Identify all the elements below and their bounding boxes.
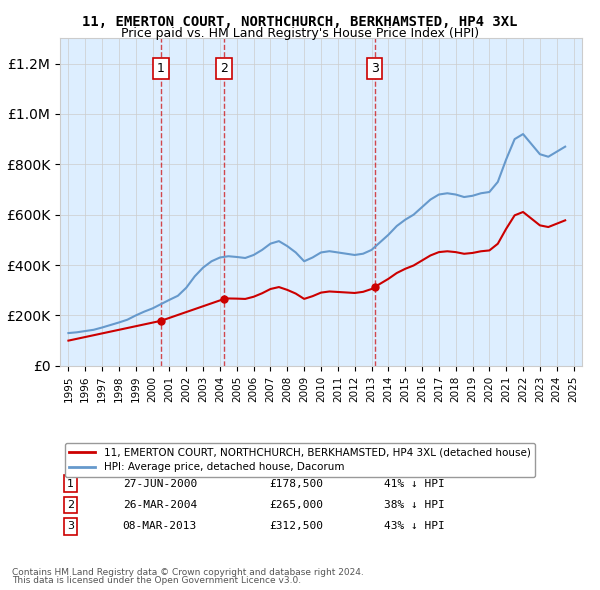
Text: 38% ↓ HPI: 38% ↓ HPI	[383, 500, 445, 510]
Text: 08-MAR-2013: 08-MAR-2013	[122, 521, 197, 531]
Text: 3: 3	[67, 521, 74, 531]
Text: 1: 1	[67, 478, 74, 489]
Text: 11, EMERTON COURT, NORTHCHURCH, BERKHAMSTED, HP4 3XL: 11, EMERTON COURT, NORTHCHURCH, BERKHAMS…	[82, 15, 518, 29]
Text: 1: 1	[157, 62, 165, 75]
Text: 3: 3	[371, 62, 379, 75]
Text: 27-JUN-2000: 27-JUN-2000	[122, 478, 197, 489]
Text: 2: 2	[67, 500, 74, 510]
Text: 41% ↓ HPI: 41% ↓ HPI	[383, 478, 445, 489]
Text: £265,000: £265,000	[269, 500, 323, 510]
Text: Price paid vs. HM Land Registry's House Price Index (HPI): Price paid vs. HM Land Registry's House …	[121, 27, 479, 40]
Text: 43% ↓ HPI: 43% ↓ HPI	[383, 521, 445, 531]
Text: 2: 2	[220, 62, 228, 75]
Text: 26-MAR-2004: 26-MAR-2004	[122, 500, 197, 510]
Text: £178,500: £178,500	[269, 478, 323, 489]
Text: £312,500: £312,500	[269, 521, 323, 531]
Text: This data is licensed under the Open Government Licence v3.0.: This data is licensed under the Open Gov…	[12, 576, 301, 585]
Text: Contains HM Land Registry data © Crown copyright and database right 2024.: Contains HM Land Registry data © Crown c…	[12, 568, 364, 577]
Legend: 11, EMERTON COURT, NORTHCHURCH, BERKHAMSTED, HP4 3XL (detached house), HPI: Aver: 11, EMERTON COURT, NORTHCHURCH, BERKHAMS…	[65, 443, 535, 477]
